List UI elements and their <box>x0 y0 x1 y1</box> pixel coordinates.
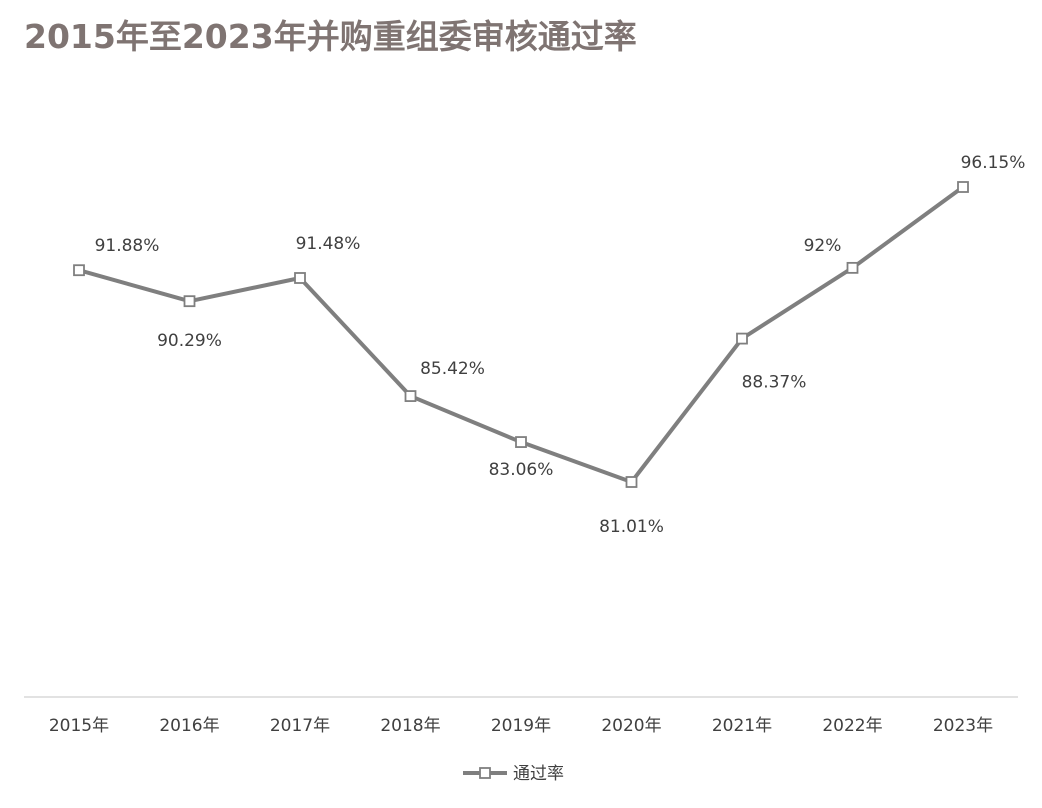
x-tick-label: 2021年 <box>712 716 772 736</box>
x-tick-label: 2023年 <box>933 716 993 736</box>
x-tick-label: 2015年 <box>49 716 109 736</box>
data-label: 88.37% <box>742 373 807 393</box>
legend-marker <box>479 767 491 779</box>
marker <box>625 476 638 488</box>
x-tick-label: 2017年 <box>270 716 330 736</box>
x-tick-label: 2022年 <box>822 716 882 736</box>
data-label: 96.15% <box>961 153 1026 173</box>
marker <box>957 181 969 193</box>
x-tick-label: 2018年 <box>380 716 440 736</box>
data-label: 91.88% <box>95 236 160 256</box>
marker <box>515 436 527 448</box>
marker <box>404 390 417 402</box>
x-tick-label: 2020年 <box>601 716 661 736</box>
data-label: 90.29% <box>157 331 222 351</box>
data-label: 81.01% <box>599 517 664 537</box>
x-tick-label: 2019年 <box>491 716 551 736</box>
marker <box>73 264 85 277</box>
data-label: 83.06% <box>489 460 554 480</box>
marker <box>736 332 748 345</box>
data-label: 91.48% <box>296 234 361 254</box>
chart-title: 2015年至2023年并购重组委审核通过率 <box>24 17 637 56</box>
x-tick-label: 2016年 <box>159 716 219 736</box>
marker <box>846 261 859 274</box>
legend-label: 通过率 <box>513 764 564 784</box>
marker <box>183 295 196 308</box>
marker <box>294 272 306 284</box>
data-label: 85.42% <box>420 359 485 379</box>
data-label: 92% <box>804 236 842 256</box>
